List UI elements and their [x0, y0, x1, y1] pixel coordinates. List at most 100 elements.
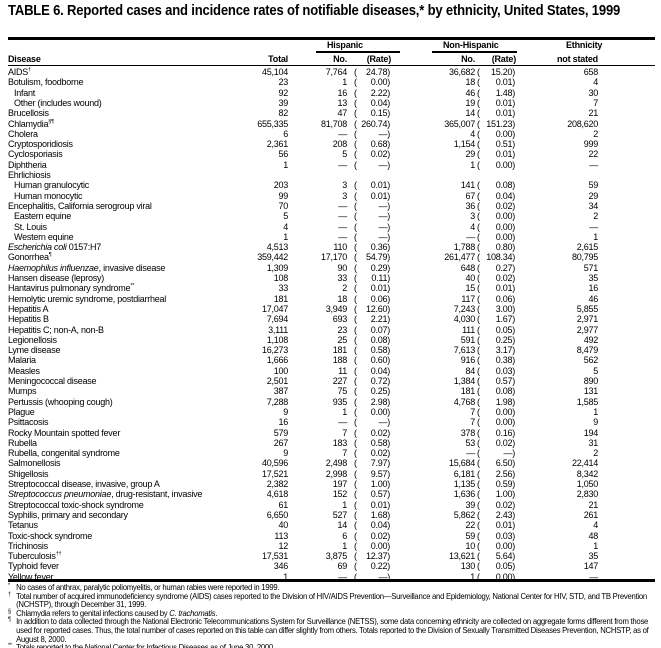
rate-value: — — [378, 571, 388, 582]
nonhispanic-no-cell: 916 — [460, 355, 476, 366]
paren: ( — [354, 139, 357, 150]
table-row: Streptococcal toxic-shock syndrome 61 1 (0.… — [0, 500, 661, 510]
rate-value: 12.60 — [365, 303, 388, 314]
nonhispanic-no-cell: 22 — [465, 520, 475, 531]
total-cell: 2,501 — [266, 376, 289, 386]
rate-value: 260.74 — [361, 118, 388, 129]
not-stated-cell: 4 — [593, 520, 598, 531]
table-row: Yellow fever 1—(—) 1(0.00) — — [0, 572, 661, 582]
paren: ( — [354, 159, 357, 170]
total-cell: 1,108 — [266, 334, 289, 345]
total-cell: 92 — [278, 87, 288, 98]
rate-value: 0.02 — [370, 149, 388, 160]
disease-name-text: AIDS — [8, 67, 29, 77]
not-stated-cell: 2,971 — [576, 314, 599, 325]
total-cell: 181 — [273, 293, 289, 304]
rate-value: 1.00 — [370, 479, 388, 489]
disease-name: Toxic-shock syndrome — [8, 531, 92, 541]
hispanic-no-cell: 90 — [337, 262, 347, 273]
paren: ( — [354, 458, 357, 469]
disease-name-text: Chlamydia — [8, 118, 49, 129]
rate-value: 0.06 — [495, 293, 513, 304]
hispanic-rate-cell: 1.68) — [370, 509, 391, 520]
nonhispanic-rate-cell: 0.02) — [495, 437, 516, 448]
bottom-rule — [8, 579, 655, 582]
rate-value: 0.16 — [495, 427, 513, 438]
nonhispanic-no-cell: 7,243 — [453, 303, 476, 314]
nonhispanic-no-cell: 29 — [465, 149, 475, 160]
nonhispanic-no-cell: 4 — [470, 128, 475, 139]
paren: ( — [477, 334, 480, 345]
paren: ( — [354, 509, 357, 520]
rate-value: 1.67 — [495, 314, 513, 325]
rate-value: 0.00 — [495, 231, 513, 242]
nonhispanic-rate-cell: —) — [503, 448, 516, 459]
paren: ( — [354, 273, 357, 283]
total-cell: 23 — [278, 77, 288, 88]
not-stated-cell: 1 — [593, 406, 598, 417]
hispanic-no-cell: 3 — [342, 180, 347, 191]
total-cell: 61 — [278, 499, 288, 510]
hispanic-rate-cell: 12.60) — [365, 303, 390, 314]
nonhispanic-rate-cell: 0.00) — [495, 417, 516, 428]
not-stated-cell: 30 — [588, 87, 598, 98]
hispanic-no-cell: 7 — [342, 427, 347, 438]
nonhispanic-no-cell: 39 — [465, 499, 475, 510]
footnote-italic: C. trachomatis — [169, 607, 216, 618]
total-cell: 108 — [273, 273, 289, 283]
paren: ( — [354, 345, 357, 356]
hispanic-rate-cell: 54.79) — [365, 252, 390, 263]
nonhispanic-no-cell: 117 — [461, 293, 475, 304]
disease-name: Western equine — [14, 232, 74, 242]
nonhispanic-rate-cell: 1.48) — [495, 87, 516, 98]
hispanic-rate-cell: 0.00) — [370, 406, 391, 417]
hispanic-rate-cell: 0.00) — [370, 77, 391, 88]
disease-name-text: Typhoid fever — [8, 561, 59, 572]
nonhispanic-no-cell: 1 — [470, 571, 475, 582]
hispanic-no-cell: 1 — [342, 77, 347, 88]
total-cell: 17,047 — [261, 303, 288, 314]
nonhispanic-rate-cell: 0.02) — [495, 273, 516, 283]
nonhispanic-no-cell: 378 — [460, 427, 476, 438]
paren: ( — [477, 324, 480, 335]
rate-value: 15.20 — [490, 67, 513, 77]
paren: ( — [477, 77, 480, 88]
disease-name: Shigellosis — [8, 469, 49, 479]
paren: ( — [477, 448, 480, 459]
disease-name: Human granulocytic — [14, 180, 89, 190]
paren: ( — [354, 551, 357, 562]
nonhispanic-no-cell: 36 — [465, 200, 475, 211]
nonhispanic-no-cell: 648 — [460, 262, 476, 273]
footnote: ¶ In addition to data collected through t… — [8, 617, 649, 643]
not-stated-cell: 147 — [583, 561, 599, 572]
not-stated-cell: 35 — [588, 551, 598, 562]
paren: ( — [354, 118, 357, 129]
disease-name: Cholera — [8, 129, 38, 139]
not-stated-cell: 16 — [588, 283, 598, 294]
paren: ( — [354, 283, 357, 294]
hispanic-no-cell: — — [338, 231, 347, 242]
disease-name: Salmonellosis — [8, 458, 61, 468]
disease-name: Rocky Mountain spotted fever — [8, 428, 120, 438]
paren: ( — [354, 180, 357, 191]
nonhispanic-rate-cell: 0.00) — [495, 221, 516, 232]
hispanic-no-cell: 81,708 — [320, 118, 347, 129]
hispanic-underline — [316, 51, 400, 53]
rate-value: 0.01 — [370, 283, 388, 294]
non-hispanic-underline — [432, 51, 517, 53]
nonhispanic-rate-cell: 0.08) — [495, 386, 516, 397]
nonhispanic-no-cell: 67 — [465, 190, 475, 201]
paren: ( — [354, 499, 357, 510]
disease-name: Measles — [8, 366, 40, 376]
hispanic-rate-cell: 9.57) — [370, 468, 391, 479]
hispanic-rate-cell: 0.72) — [370, 376, 391, 386]
rate-value: 0.08 — [495, 180, 513, 191]
disease-name: Hepatitis B — [8, 314, 49, 324]
paren: ( — [477, 499, 480, 510]
total-cell: 1,666 — [266, 355, 289, 366]
rate-value: 0.15 — [370, 108, 388, 119]
total-cell: 12 — [278, 540, 288, 551]
rate-value: 2.98 — [370, 396, 388, 407]
rate-value: 54.79 — [365, 252, 388, 263]
disease-name-text: Hantavirus pulmonary syndrome — [8, 283, 131, 294]
